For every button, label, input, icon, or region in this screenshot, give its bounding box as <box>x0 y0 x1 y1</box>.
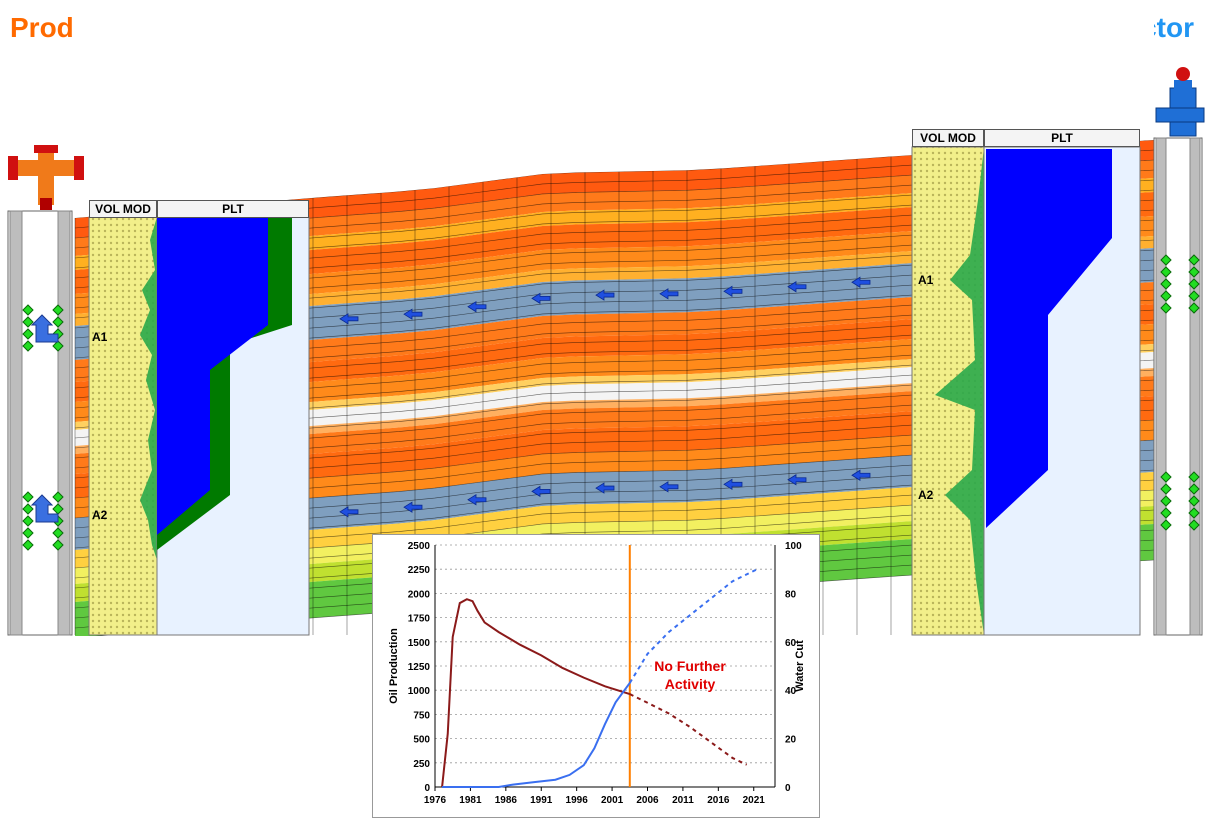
production-chart-plot: 0 250 500 750 1000 1250 1500 1750 2000 2250 2500 0 2… <box>388 541 806 806</box>
flow-arrow-icon <box>595 289 615 301</box>
left-y-tick-label: 250 <box>413 759 430 770</box>
flow-arrow-icon <box>787 474 807 486</box>
injector-plt-header: PLT <box>984 129 1140 147</box>
left-y-tick-label: 1000 <box>408 686 431 697</box>
flow-arrow-icon <box>339 313 359 325</box>
flow-arrow-icon <box>787 281 807 293</box>
flow-arrows <box>339 276 871 518</box>
x-tick-label: 1976 <box>424 795 447 806</box>
left-y-tick-label: 1250 <box>408 662 431 673</box>
oil-production-dashed-line <box>629 693 748 766</box>
producer-wellbore <box>7 210 73 636</box>
producer-layer-a2-label: A2 <box>92 508 108 522</box>
flow-arrow-icon <box>467 494 487 506</box>
injector-vol-mod-log <box>911 146 985 636</box>
no-further-activity-annotation: No Further Activity <box>654 658 726 692</box>
producer-plt-log <box>156 216 310 636</box>
producer-vol-mod-log <box>88 216 158 636</box>
flow-arrow-icon <box>851 276 871 288</box>
flow-arrow-icon <box>403 308 423 320</box>
x-tick-label: 2021 <box>743 795 766 806</box>
left-y-tick-label: 1500 <box>408 638 431 649</box>
x-tick-label: 2001 <box>601 795 624 806</box>
flow-arrow-icon <box>531 485 551 498</box>
x-tick-label: 2006 <box>636 795 659 806</box>
flow-arrow-icon <box>851 469 871 481</box>
flow-arrow-icon <box>595 482 615 494</box>
flow-arrow-icon <box>467 301 487 313</box>
right-y-tick-label: 20 <box>785 735 797 746</box>
injector-layer-a1-label: A1 <box>918 273 934 287</box>
x-tick-label: 1996 <box>566 795 589 806</box>
producer-perforations <box>22 304 64 551</box>
left-y-tick-label: 0 <box>424 783 430 794</box>
injector-wellhead-icon <box>1155 67 1205 137</box>
x-tick-label: 1986 <box>495 795 518 806</box>
injector-layer-a2-label: A2 <box>918 488 934 502</box>
producer-layer-a1-label: A1 <box>92 330 108 344</box>
x-tick-label: 1991 <box>530 795 553 806</box>
flow-arrow-icon <box>659 288 679 300</box>
right-y-tick-label: 40 <box>785 686 797 697</box>
left-y-tick-label: 2000 <box>408 589 431 600</box>
flow-arrow-icon <box>723 478 743 491</box>
flow-arrow-icon <box>659 481 679 493</box>
flow-arrow-icon <box>339 506 359 518</box>
oil-production-solid-line <box>441 598 631 788</box>
right-y-axis-label: Water Cut <box>794 640 806 692</box>
right-y-tick-label: 80 <box>785 589 797 600</box>
flow-arrow-icon <box>723 285 743 298</box>
producer-vol-mod-header: VOL MOD <box>89 200 157 218</box>
right-y-tick-label: 100 <box>785 541 802 552</box>
producer-flow-arrow-a1-icon <box>30 314 59 343</box>
left-y-tick-label: 750 <box>413 710 430 721</box>
left-y-tick-label: 500 <box>413 735 430 746</box>
left-y-tick-label: 2250 <box>408 565 431 576</box>
left-y-tick-label: 2500 <box>408 541 431 552</box>
right-y-tick-label: 60 <box>785 638 797 649</box>
injector-vol-mod-header: VOL MOD <box>912 129 984 147</box>
injector-perforations <box>1160 254 1200 531</box>
producer-flow-arrow-a2-icon <box>30 494 59 523</box>
injector-wellbore <box>1153 137 1203 636</box>
left-y-axis-label: Oil Production <box>388 628 400 704</box>
producer-wellhead-icon <box>8 145 84 210</box>
left-y-tick-label: 1750 <box>408 614 431 625</box>
injector-plt-log <box>983 146 1141 636</box>
right-y-tick-label: 0 <box>785 783 791 794</box>
flow-arrow-icon <box>531 292 551 305</box>
x-tick-label: 2016 <box>707 795 730 806</box>
x-tick-label: 2011 <box>672 795 694 806</box>
flow-arrow-icon <box>403 501 423 513</box>
x-tick-label: 1981 <box>459 795 482 806</box>
producer-plt-header: PLT <box>157 200 309 218</box>
water-cut-dashed-line <box>628 568 758 684</box>
water-cut-solid-line <box>442 682 631 788</box>
production-chart: 0 250 500 750 1000 1250 1500 1750 2000 2250 2500 0 2… <box>372 534 820 818</box>
